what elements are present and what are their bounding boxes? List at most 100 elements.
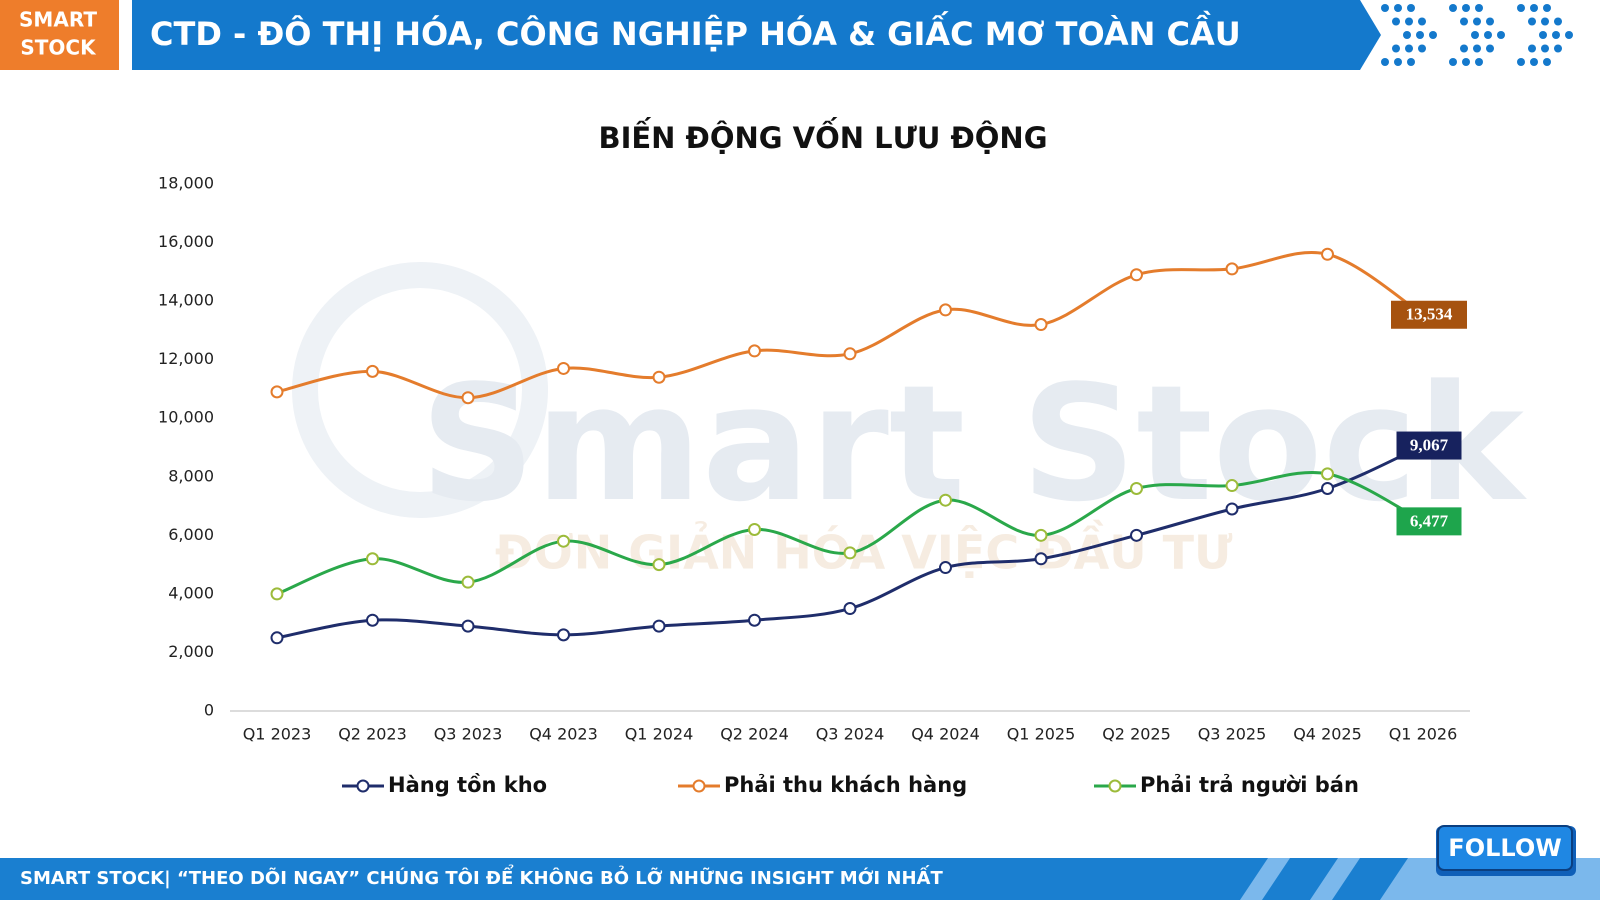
dot xyxy=(1381,58,1389,66)
point xyxy=(748,344,761,358)
y-tick-label: 10,000 xyxy=(158,408,214,427)
point xyxy=(1321,247,1334,261)
plot: 0 2,000 4,000 6,000 8,000 10,000 12,000 14,000 1… xyxy=(158,174,1470,797)
point xyxy=(366,552,379,566)
point xyxy=(1225,262,1239,276)
dot xyxy=(1543,58,1551,66)
dot xyxy=(1407,58,1415,66)
dot xyxy=(1554,17,1562,26)
point xyxy=(1321,467,1334,481)
point xyxy=(1130,481,1143,495)
point xyxy=(843,546,857,560)
value-label-box xyxy=(1396,507,1462,536)
dot xyxy=(1528,17,1536,26)
value-label: 9,067 xyxy=(1410,435,1449,454)
value-label-box xyxy=(1396,431,1462,460)
x-tick-label: Q2 2025 xyxy=(1102,725,1171,744)
point xyxy=(1034,552,1048,566)
point xyxy=(652,558,666,572)
dot xyxy=(1403,31,1411,39)
dot xyxy=(1484,31,1492,39)
legend-label: Phải trả người bán xyxy=(1140,773,1359,797)
dot xyxy=(1517,58,1525,66)
dot xyxy=(1497,31,1505,39)
point xyxy=(461,619,475,633)
y-tick-label: 18,000 xyxy=(158,174,214,193)
footer-text: SMART STOCK| “THEO DÕI NGAY” CHÚNG TÔI Đ… xyxy=(20,864,943,889)
point xyxy=(652,619,666,633)
y-tick-label: 8,000 xyxy=(168,466,214,485)
point xyxy=(1034,318,1048,332)
dot xyxy=(1449,4,1457,12)
dot xyxy=(1418,17,1426,26)
dot xyxy=(1530,4,1538,12)
watermark-brand: Smart Stock xyxy=(420,350,1528,537)
x-tick-label: Q2 2023 xyxy=(338,725,407,744)
dot xyxy=(1473,44,1481,53)
x-tick-label: Q4 2023 xyxy=(529,725,598,744)
legend-marker xyxy=(1108,779,1122,793)
dot xyxy=(1475,58,1483,66)
dot xyxy=(1486,17,1494,26)
point xyxy=(748,522,761,536)
y-tick-label: 6,000 xyxy=(168,525,214,544)
y-tick-label: 2,000 xyxy=(168,642,214,661)
dot xyxy=(1517,4,1525,12)
dot xyxy=(1405,44,1413,53)
dot xyxy=(1475,4,1483,12)
badge-line: SMART xyxy=(19,8,97,32)
dot xyxy=(1541,44,1549,53)
point xyxy=(461,391,475,405)
y-tick-label: 12,000 xyxy=(158,349,214,368)
point xyxy=(1130,268,1143,282)
point xyxy=(748,613,761,627)
y-tick-label: 16,000 xyxy=(158,232,214,251)
y-tick-label: 0 xyxy=(204,701,214,720)
dot xyxy=(1530,58,1538,66)
dot xyxy=(1460,17,1468,26)
point xyxy=(939,561,952,575)
point xyxy=(652,370,666,384)
dot xyxy=(1392,17,1400,26)
follow-button[interactable] xyxy=(1437,825,1573,871)
dot xyxy=(1552,31,1560,39)
legend-marker xyxy=(356,779,370,793)
point xyxy=(1321,481,1334,495)
follow-label[interactable]: FOLLOW xyxy=(1448,834,1561,862)
point xyxy=(270,631,284,645)
value-label: 6,477 xyxy=(1410,511,1449,530)
point xyxy=(557,361,570,375)
dot xyxy=(1405,17,1413,26)
chart-title: BIẾN ĐỘNG VỐN LƯU ĐỘNG xyxy=(598,117,1047,155)
badge-line: STOCK xyxy=(20,36,97,60)
x-tick-label: Q3 2023 xyxy=(434,725,503,744)
x-tick-label: Q1 2026 xyxy=(1389,725,1458,744)
x-tick-label: Q3 2024 xyxy=(816,725,885,744)
legend-label: Phải thu khách hàng xyxy=(724,773,967,797)
dot xyxy=(1416,31,1424,39)
dot xyxy=(1418,44,1426,53)
point xyxy=(366,613,379,627)
point xyxy=(270,385,284,399)
point xyxy=(1130,528,1143,542)
point xyxy=(1225,502,1239,516)
x-tick-label: Q3 2025 xyxy=(1198,725,1267,744)
x-tick-label: Q1 2023 xyxy=(243,725,312,744)
dot xyxy=(1473,17,1481,26)
dot xyxy=(1460,44,1468,53)
dot-arrows xyxy=(1381,4,1573,66)
point xyxy=(366,364,379,378)
value-label-box xyxy=(1391,300,1467,329)
point xyxy=(557,534,570,548)
point xyxy=(270,587,284,601)
dot xyxy=(1539,31,1547,39)
legend-label: Hàng tồn kho xyxy=(388,773,547,797)
dot xyxy=(1449,58,1457,66)
point xyxy=(461,575,475,589)
header-title: CTD - ĐÔ THỊ HÓA, CÔNG NGHIỆP HÓA & GIẤC… xyxy=(150,11,1241,53)
x-tick-label: Q4 2024 xyxy=(911,725,980,744)
point xyxy=(843,602,857,616)
dot xyxy=(1462,58,1470,66)
title-banner xyxy=(132,0,1381,70)
